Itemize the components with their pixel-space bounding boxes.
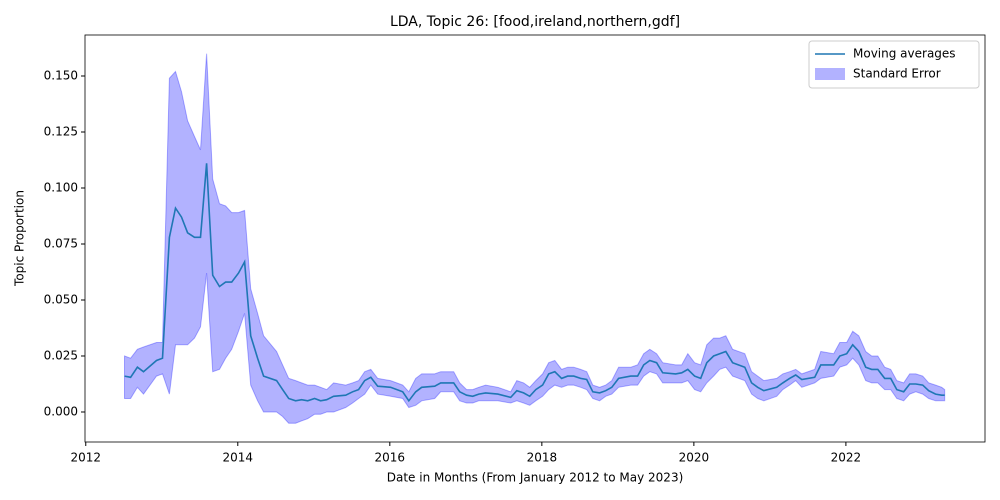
y-tick-label: 0.100 <box>44 180 78 194</box>
x-tick-label: 2016 <box>375 451 406 465</box>
y-tick-label: 0.025 <box>44 348 78 362</box>
legend-box <box>808 40 980 89</box>
line <box>124 163 945 403</box>
x-tick-label: 2020 <box>679 451 710 465</box>
chart-title: LDA, Topic 26: [food,ireland,northern,gd… <box>390 14 680 30</box>
y-axis-label: Topic Proportion <box>13 190 27 287</box>
plot-frame <box>84 34 986 443</box>
error-band <box>124 53 946 424</box>
x-tick-label: 2012 <box>70 451 101 465</box>
legend-swatch <box>815 68 845 80</box>
legend-label: Moving averages <box>853 47 956 61</box>
x-axis-label: Date in Months (From January 2012 to May… <box>387 471 684 485</box>
x-tick-label: 2014 <box>223 451 254 465</box>
y-tick-label: 0.075 <box>44 236 78 250</box>
y-tick-label: 0.050 <box>44 292 78 306</box>
x-tick-label: 2018 <box>527 451 558 465</box>
y-tick-label: 0.125 <box>44 124 78 138</box>
legend-label: Standard Error <box>853 67 941 81</box>
x-tick-label: 2022 <box>831 451 862 465</box>
y-tick-label: 0.150 <box>44 68 78 82</box>
y-tick-label: 0.000 <box>44 404 78 418</box>
